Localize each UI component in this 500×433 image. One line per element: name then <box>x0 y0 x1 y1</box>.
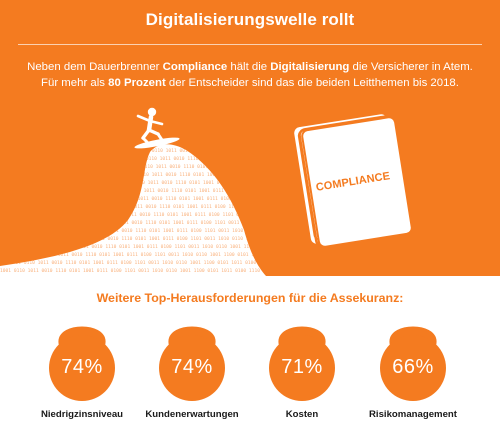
intro-part3: die Versicherer in Atem. <box>349 61 473 73</box>
binary-row: 1001 0110 1011 0010 1110 0101 1001 0111 … <box>66 236 368 242</box>
intro-part2: hält die <box>227 61 271 73</box>
orange-header-panel <box>0 0 500 276</box>
intro-bold-compliance: Compliance <box>162 61 228 73</box>
binary-row: 1001 0110 1011 0010 1110 0101 1001 0111 … <box>98 212 400 218</box>
binary-row: 1001 0110 1011 0010 1110 0101 1001 0111 … <box>110 196 412 202</box>
binary-row: 1001 0110 1011 0010 1110 0101 1001 0111 … <box>124 172 426 178</box>
percent-value: 74% <box>61 356 103 378</box>
binary-row: 1001 0110 1011 0010 1110 0101 1001 0111 … <box>116 188 418 194</box>
surfer-icon <box>134 107 180 149</box>
binary-code-pattern: 1001 0110 1011 0010 1110 0101 1001 0111 … <box>0 148 430 274</box>
binary-row: 1001 0110 1011 0010 1110 0101 1001 0111 … <box>30 252 332 258</box>
intro-bold-80-prozent: 80 Prozent <box>108 77 166 89</box>
binary-row: 1001 0110 1011 0010 1110 0101 1001 0111 … <box>80 228 382 234</box>
weight-icon-kosten: 71% <box>259 319 345 401</box>
binary-row: 1001 0110 1011 0010 1110 0101 1001 0111 … <box>0 268 302 274</box>
intro-part1: Neben dem Dauerbrenner <box>27 61 163 73</box>
page-title: Digitalisierungswelle rollt <box>145 10 355 29</box>
wave-illustration: 1001 0110 1011 0010 1110 0101 1001 0111 … <box>0 107 430 276</box>
book-icon <box>294 114 413 248</box>
intro-part5: der Entscheider sind das die beiden Leit… <box>165 77 459 89</box>
binary-row: 1001 0110 1011 0010 1110 0101 1001 0111 … <box>120 180 422 186</box>
kettlebell-icon <box>380 326 446 401</box>
percent-value: 66% <box>392 356 434 378</box>
label-kundenerwartungen: Kundenerwartungen <box>145 409 239 420</box>
binary-row: 1001 0110 1011 0010 1110 0101 1001 0111 … <box>128 164 430 170</box>
kettlebell-icon <box>159 326 225 401</box>
binary-row: 1001 0110 1011 0010 1110 0101 1001 0111 … <box>104 204 406 210</box>
binary-row: 1001 0110 1011 0010 1110 0101 1001 0111 … <box>10 260 312 266</box>
kettlebell-icon <box>269 326 335 401</box>
binary-row: 1001 0110 1011 0010 1110 0101 1001 0111 … <box>90 220 392 226</box>
label-kosten: Kosten <box>285 409 319 420</box>
intro-bold-digitalisierung: Digitalisierung <box>270 61 350 73</box>
title-divider <box>18 44 482 45</box>
label-risikomanagement: Risikomanagement <box>369 409 457 420</box>
kettlebell-icon <box>49 326 115 401</box>
binary-row: 1001 0110 1011 0010 1110 0101 1001 0111 … <box>50 244 352 250</box>
weight-icon-niedrigzinsniveau: 74% <box>39 319 125 401</box>
weight-icon-kundenerwartungen: 74% <box>149 319 235 401</box>
wave-shape <box>0 144 266 276</box>
intro-part4: Für mehr als <box>41 77 109 89</box>
weight-icon-risikomanagement: 66% <box>370 319 456 401</box>
challenges-heading: Weitere Top-Herausforderungen für die As… <box>96 291 404 305</box>
percent-value: 71% <box>281 356 323 378</box>
intro-text: Neben dem Dauerbrenner Compliance hält d… <box>20 59 480 91</box>
percent-value: 74% <box>171 356 213 378</box>
label-niedrigzinsniveau: Niedrigzinsniveau <box>40 409 124 420</box>
